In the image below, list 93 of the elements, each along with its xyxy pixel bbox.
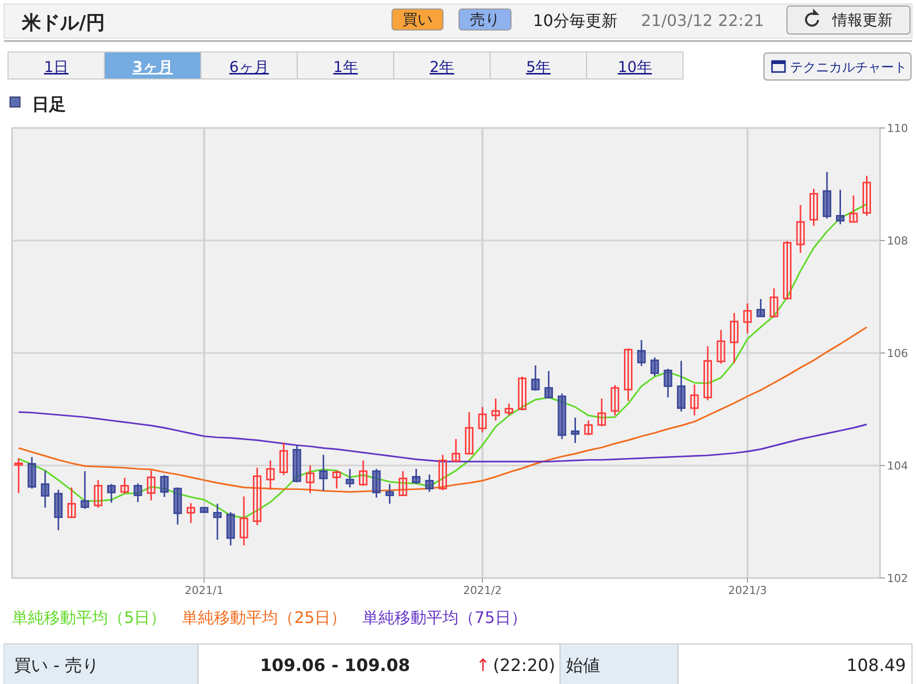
candlestick — [690, 384, 699, 416]
candlestick — [54, 488, 63, 531]
candlestick — [544, 370, 553, 400]
text: 買い — [402, 10, 432, 28]
candlestick — [40, 470, 50, 508]
candlestick — [452, 438, 460, 463]
y-tick-label: 104 — [887, 460, 908, 472]
candlestick — [213, 503, 222, 540]
candlestick — [809, 188, 818, 227]
candlestick — [398, 470, 408, 497]
text: 情報更新 — [832, 11, 892, 29]
candlestick — [703, 346, 712, 401]
candlestick — [107, 483, 116, 504]
candlestick — [730, 312, 738, 364]
chart-title: 米ドル/円 — [21, 12, 105, 34]
candlestick — [306, 464, 314, 494]
candlestick — [597, 398, 606, 427]
candlestick — [836, 189, 844, 225]
text: 1日 — [44, 58, 68, 76]
text: 108.49 — [846, 656, 906, 676]
candlestick — [412, 468, 420, 485]
text: 単純移動平均（25日） — [182, 608, 347, 627]
candlestick — [782, 240, 792, 300]
candlestick — [266, 460, 275, 490]
candlestick — [146, 470, 156, 502]
candlestick — [610, 384, 620, 416]
candlestick — [358, 460, 368, 486]
candlestick — [650, 356, 659, 377]
text: 6ヶ月 — [229, 58, 269, 76]
text: 10分毎更新 — [533, 11, 618, 30]
candlestick — [676, 360, 686, 412]
candlestick — [252, 467, 262, 526]
candlestick — [464, 411, 474, 455]
candlestick — [14, 457, 23, 494]
candlestick — [226, 511, 235, 546]
chart-subtitle: 日足 — [32, 95, 66, 115]
candlestick — [770, 288, 778, 318]
x-tick-label: 2021/2 — [463, 584, 502, 597]
text: 始値 — [566, 656, 600, 676]
candlestick — [319, 454, 328, 492]
text: テクニカルチャート — [790, 60, 907, 76]
candlestick — [570, 416, 580, 444]
x-tick-label: 2021/3 — [728, 584, 767, 597]
candlestick — [531, 364, 540, 392]
y-tick-label: 108 — [887, 234, 908, 248]
candlestick — [346, 468, 354, 488]
candlestick — [28, 456, 36, 490]
text: 単純移動平均（75日） — [362, 608, 527, 627]
candlestick — [425, 474, 434, 493]
candlestick — [332, 470, 341, 490]
candlestick — [385, 483, 394, 504]
candlestick — [80, 470, 90, 510]
candlestick — [637, 339, 646, 367]
text: (22:20) — [493, 656, 556, 676]
candlestick — [478, 406, 487, 434]
text: 3ヶ月 — [132, 58, 173, 76]
candlestick — [849, 194, 858, 224]
y-tick-label: 102 — [887, 572, 908, 585]
text: 2年 — [430, 58, 454, 76]
line-series — [18, 411, 868, 462]
candlestick — [134, 482, 142, 503]
candlestick — [664, 368, 672, 398]
candlestick — [67, 486, 76, 518]
text: 1年 — [333, 58, 358, 76]
candlestick — [186, 502, 196, 524]
candlestick — [756, 298, 765, 318]
text: 109.06 - 109.08 — [260, 656, 410, 676]
text: 買い - 売り — [14, 656, 99, 676]
text: 10年 — [618, 58, 652, 76]
candlestick — [120, 477, 129, 494]
candlestick — [94, 479, 102, 508]
candlestick — [716, 329, 726, 364]
candlestick — [862, 175, 871, 216]
candlestick — [504, 402, 514, 416]
candlestick — [491, 398, 500, 422]
x-tick-label: 2021/1 — [184, 584, 224, 597]
text: 5年 — [526, 58, 551, 76]
candlestick — [160, 474, 169, 498]
candlestick — [796, 204, 805, 254]
candlestick — [743, 302, 752, 334]
candlestick — [624, 348, 632, 402]
candlestick — [438, 454, 447, 491]
text: 売り — [470, 10, 500, 28]
y-tick-label: 106 — [887, 347, 908, 360]
text: 21/03/12 22:21 — [641, 11, 764, 30]
candlestick — [584, 420, 593, 436]
candlestick — [518, 376, 526, 412]
candlestick — [240, 496, 248, 546]
candlestick — [372, 468, 381, 498]
candlestick — [279, 442, 288, 476]
y-tick-label: 110 — [887, 122, 908, 135]
text: ↑ — [476, 656, 490, 676]
text: 単純移動平均（5日） — [12, 608, 166, 627]
